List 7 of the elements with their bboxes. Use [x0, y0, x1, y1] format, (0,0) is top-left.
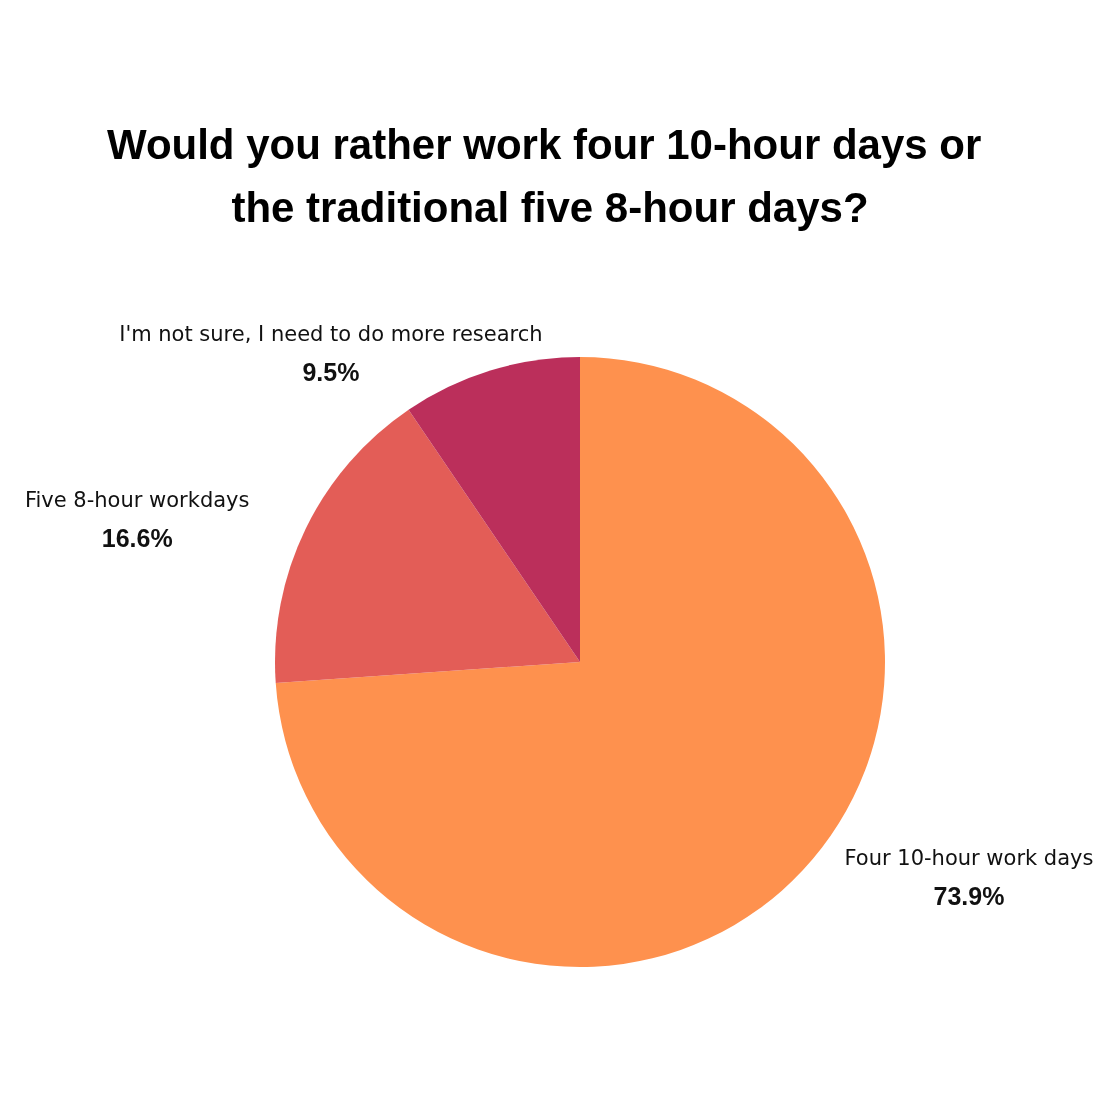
chart-title: Would you rather work four 10-hour days or the traditional five 8-hour days?: [107, 121, 993, 231]
data-label: 9.5%: [302, 358, 360, 387]
slice-label: I'm not sure, I need to do more research: [119, 322, 543, 347]
slice-label: Four 10-hour work days: [844, 846, 1094, 871]
data-label: 73.9%: [933, 882, 1005, 911]
data-label: 16.6%: [101, 524, 173, 553]
slice-label: Five 8-hour workdays: [24, 488, 250, 513]
